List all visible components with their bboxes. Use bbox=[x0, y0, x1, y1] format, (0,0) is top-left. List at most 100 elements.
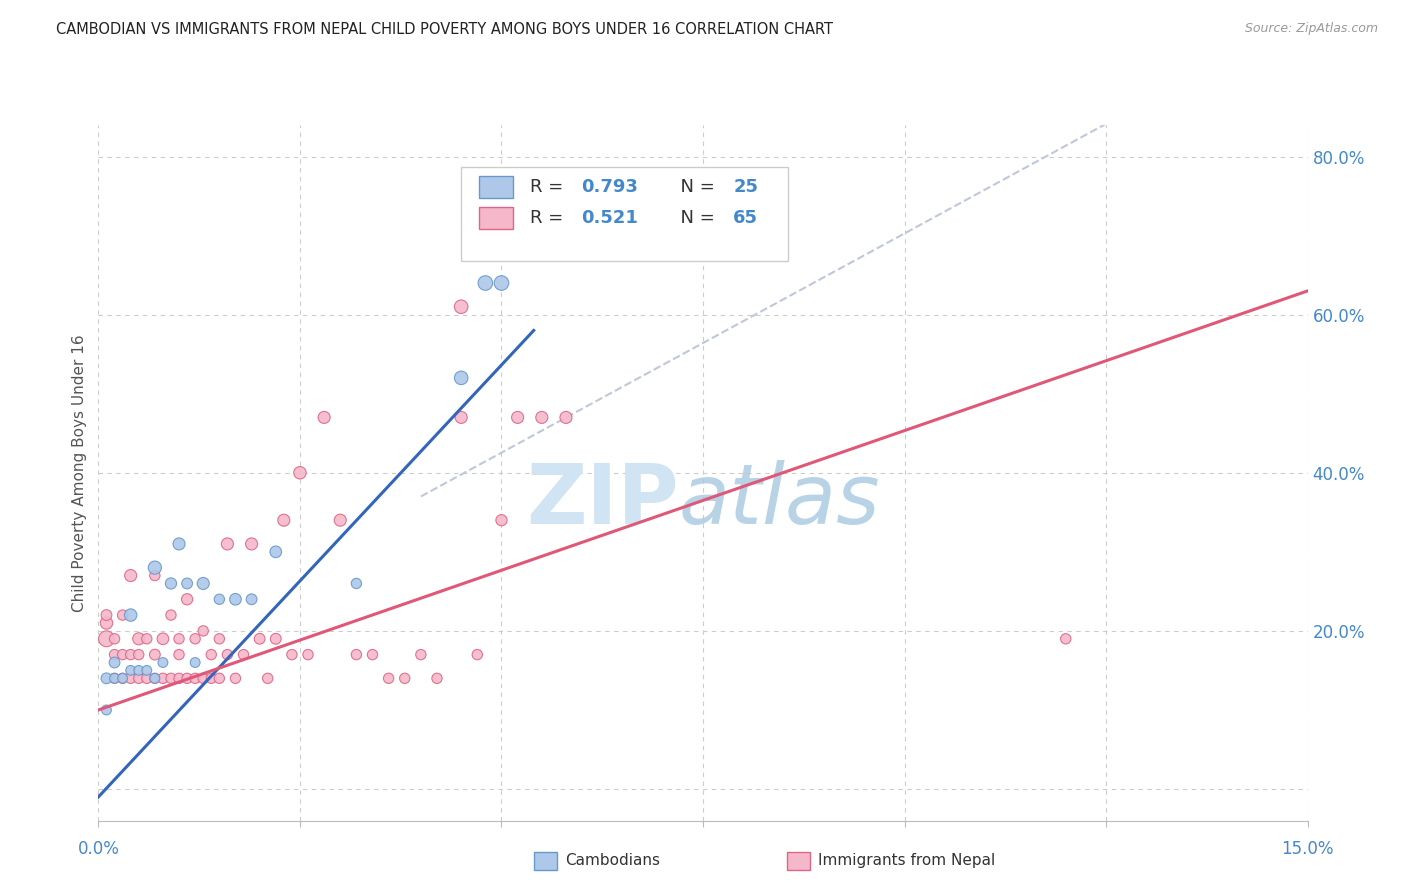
Point bbox=[103, 632, 125, 646]
Point bbox=[329, 513, 352, 527]
Point bbox=[128, 671, 150, 685]
Text: atlas: atlas bbox=[679, 460, 880, 541]
Point bbox=[184, 632, 207, 646]
Point bbox=[474, 276, 496, 290]
Point bbox=[361, 648, 384, 662]
Point bbox=[450, 410, 472, 425]
Point bbox=[530, 410, 553, 425]
Text: 15.0%: 15.0% bbox=[1281, 840, 1334, 858]
Text: R =: R = bbox=[530, 209, 569, 227]
Text: ZIP: ZIP bbox=[526, 460, 679, 541]
Point bbox=[1054, 632, 1077, 646]
Point bbox=[167, 632, 190, 646]
Point bbox=[120, 664, 142, 678]
FancyBboxPatch shape bbox=[461, 167, 787, 260]
Point bbox=[176, 576, 198, 591]
Text: 65: 65 bbox=[734, 209, 758, 227]
Point bbox=[224, 592, 246, 607]
Point bbox=[96, 632, 118, 646]
Point bbox=[96, 615, 118, 630]
Point bbox=[281, 648, 304, 662]
Point bbox=[240, 592, 263, 607]
Point bbox=[167, 671, 190, 685]
Point bbox=[120, 568, 142, 582]
Point bbox=[176, 592, 198, 607]
Point bbox=[96, 608, 118, 623]
Point bbox=[176, 671, 198, 685]
Point bbox=[152, 632, 174, 646]
Point bbox=[120, 608, 142, 623]
Point bbox=[426, 671, 449, 685]
Point bbox=[555, 410, 578, 425]
Text: R =: R = bbox=[530, 178, 569, 196]
Point bbox=[103, 671, 125, 685]
Point bbox=[288, 466, 311, 480]
Point bbox=[240, 537, 263, 551]
Point bbox=[208, 632, 231, 646]
Point bbox=[193, 576, 215, 591]
Point bbox=[232, 648, 254, 662]
Point bbox=[193, 671, 215, 685]
Point bbox=[167, 537, 190, 551]
Point bbox=[249, 632, 271, 646]
Point bbox=[264, 632, 287, 646]
Point bbox=[193, 624, 215, 638]
Point bbox=[184, 656, 207, 670]
Text: 0.793: 0.793 bbox=[581, 178, 638, 196]
Point bbox=[200, 648, 222, 662]
Point bbox=[128, 632, 150, 646]
Y-axis label: Child Poverty Among Boys Under 16: Child Poverty Among Boys Under 16 bbox=[72, 334, 87, 612]
Point bbox=[143, 648, 166, 662]
Point bbox=[152, 671, 174, 685]
Point bbox=[491, 276, 513, 290]
Point bbox=[256, 671, 278, 685]
Point bbox=[143, 671, 166, 685]
Point bbox=[167, 648, 190, 662]
Point bbox=[224, 671, 246, 685]
Point bbox=[450, 300, 472, 314]
Point bbox=[217, 537, 239, 551]
Point bbox=[135, 632, 157, 646]
Point bbox=[273, 513, 295, 527]
Point bbox=[120, 671, 142, 685]
Text: 0.521: 0.521 bbox=[581, 209, 638, 227]
Text: 25: 25 bbox=[734, 178, 758, 196]
Point bbox=[120, 648, 142, 662]
Bar bbox=[479, 176, 513, 198]
Point bbox=[128, 648, 150, 662]
Point bbox=[208, 592, 231, 607]
Point bbox=[344, 576, 367, 591]
Point bbox=[111, 671, 134, 685]
Text: N =: N = bbox=[669, 178, 721, 196]
Point bbox=[111, 648, 134, 662]
Point bbox=[491, 513, 513, 527]
Text: Immigrants from Nepal: Immigrants from Nepal bbox=[818, 854, 995, 868]
Point bbox=[103, 656, 125, 670]
Point bbox=[450, 371, 472, 385]
Point bbox=[96, 671, 118, 685]
Point bbox=[160, 671, 183, 685]
Point bbox=[111, 671, 134, 685]
Point bbox=[135, 664, 157, 678]
Point bbox=[103, 648, 125, 662]
Bar bbox=[479, 207, 513, 229]
Point bbox=[128, 664, 150, 678]
Point bbox=[143, 568, 166, 582]
Point bbox=[160, 576, 183, 591]
Text: N =: N = bbox=[669, 209, 721, 227]
Point bbox=[135, 671, 157, 685]
Point bbox=[377, 671, 399, 685]
Point bbox=[143, 560, 166, 574]
Point bbox=[152, 656, 174, 670]
Point bbox=[314, 410, 336, 425]
Text: Source: ZipAtlas.com: Source: ZipAtlas.com bbox=[1244, 22, 1378, 36]
Point bbox=[465, 648, 488, 662]
Point bbox=[208, 671, 231, 685]
Point bbox=[506, 410, 529, 425]
Point bbox=[160, 608, 183, 623]
Point bbox=[394, 671, 416, 685]
Point bbox=[143, 671, 166, 685]
Point bbox=[103, 671, 125, 685]
Point bbox=[96, 703, 118, 717]
Point bbox=[111, 608, 134, 623]
